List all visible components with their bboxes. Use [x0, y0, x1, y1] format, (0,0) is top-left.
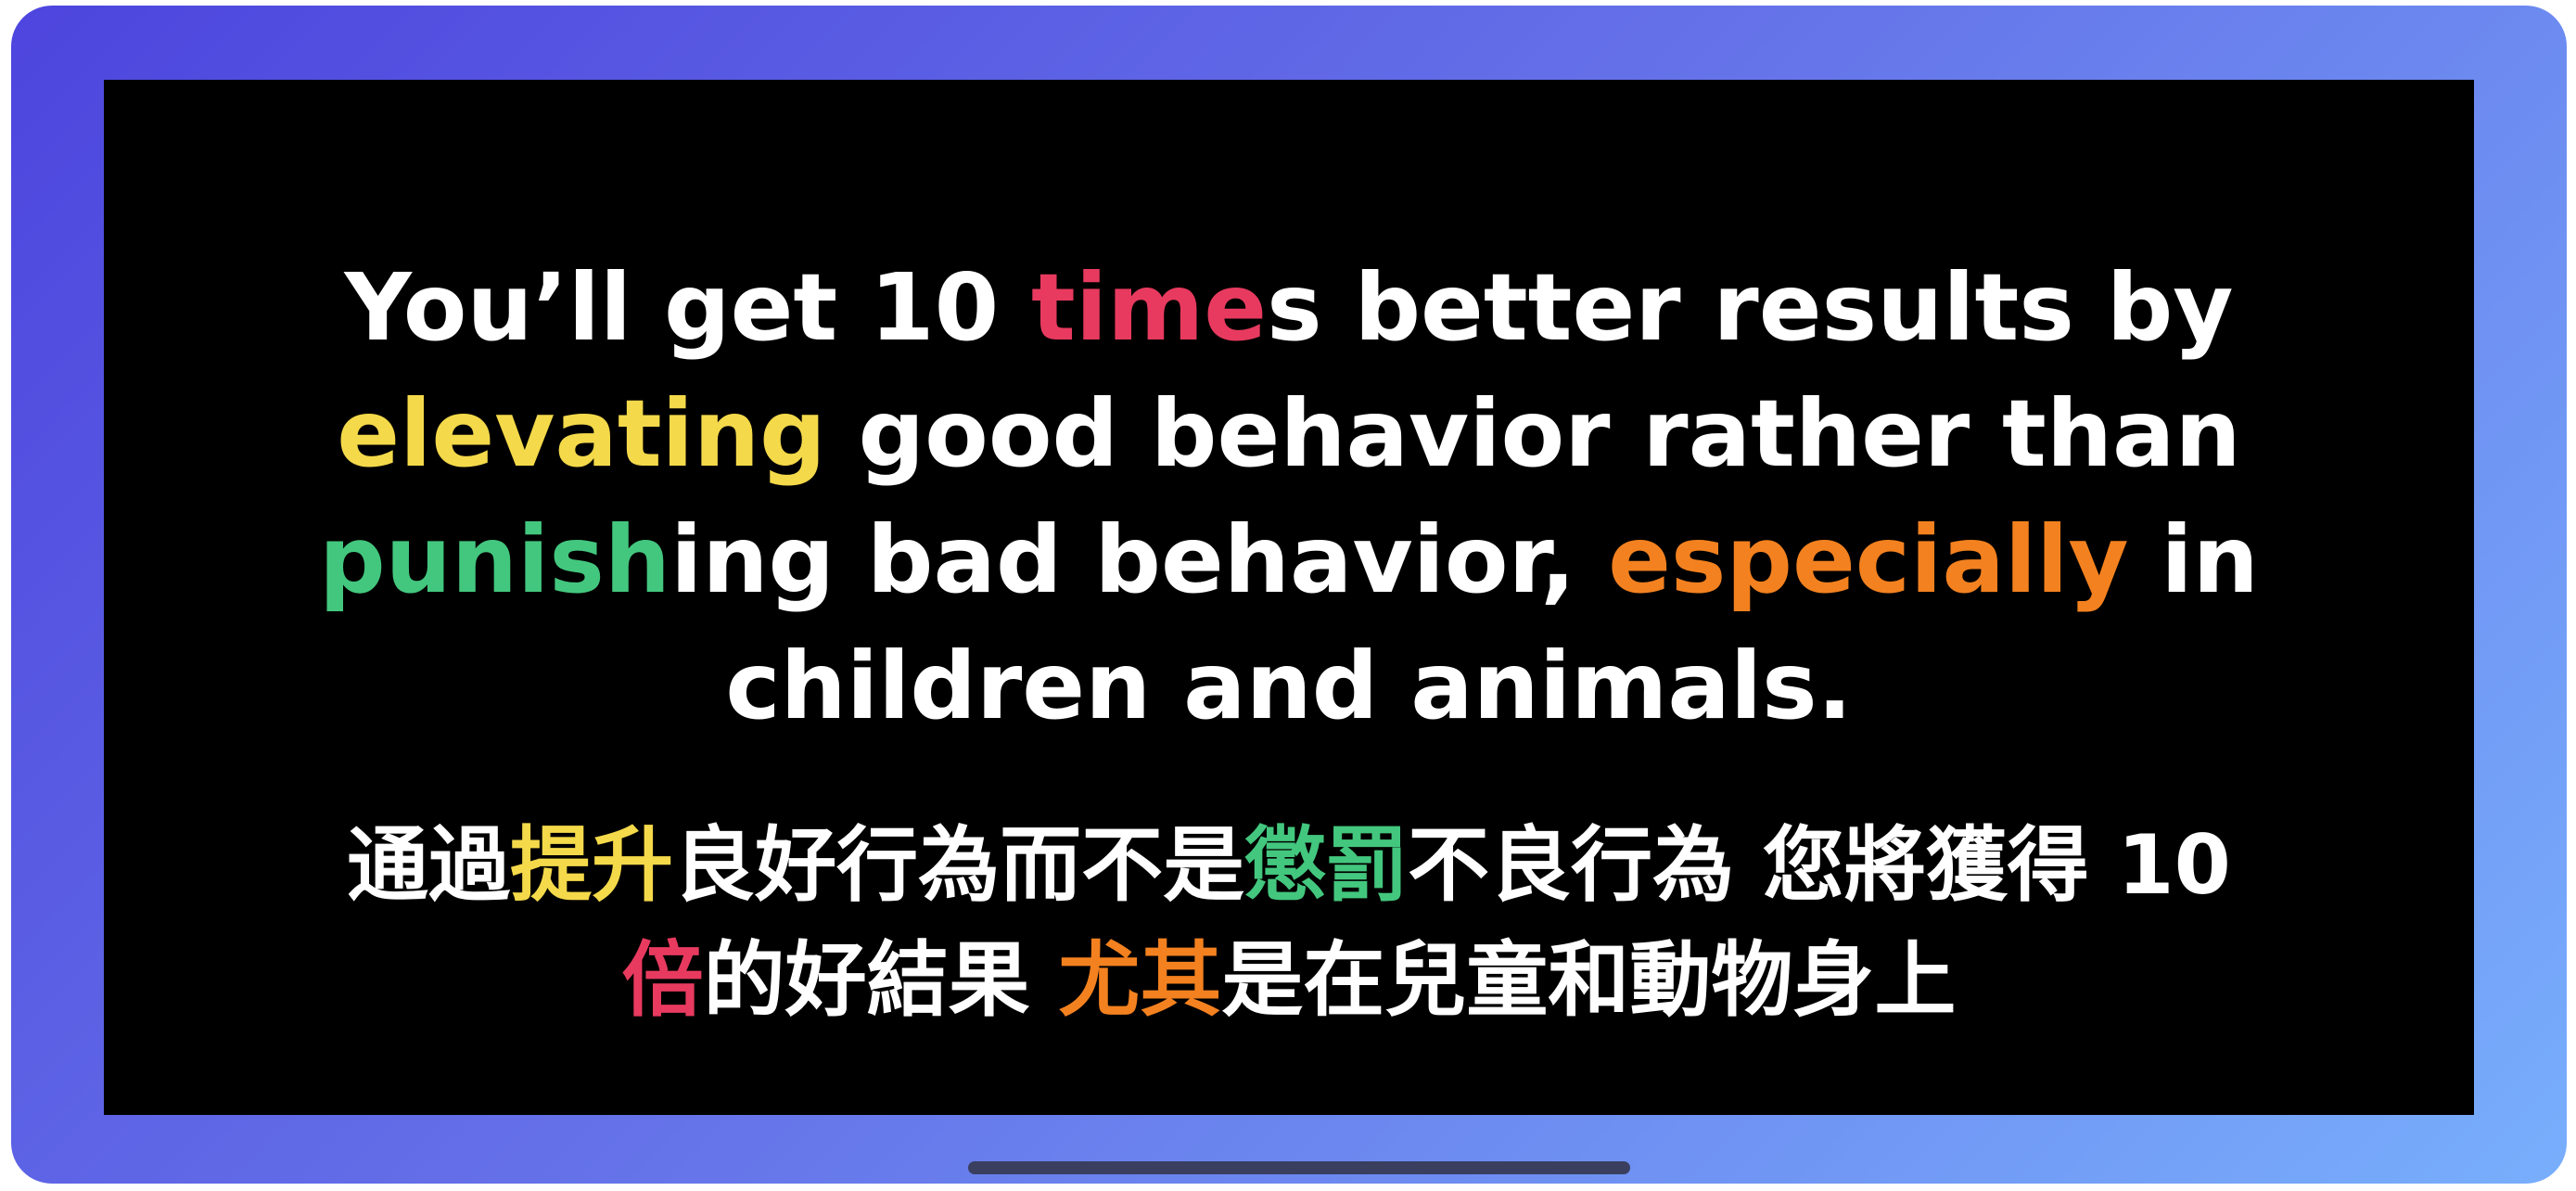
english-line-4-text-a: children and animals.	[725, 632, 1853, 740]
chinese-line-2: 倍的好結果 尤其是在兒童和動物身上	[104, 923, 2474, 1038]
english-line-4: children and animals.	[104, 623, 2474, 749]
english-line-1-text-a: You’ll get 10	[344, 253, 1032, 362]
english-caption: You’ll get 10 times better results by el…	[104, 245, 2474, 749]
english-line-1-text-c: s better results by	[1267, 253, 2234, 362]
chinese-line-2-text-b: 的好結果	[703, 932, 1059, 1028]
device-frame: You’ll get 10 times better results by el…	[11, 6, 2567, 1184]
highlight-punish-zh: 懲罰	[1244, 817, 1409, 913]
english-line-3: punishing bad behavior, especially in	[104, 497, 2474, 623]
chinese-caption: 通過提升良好行為而不是懲罰不良行為 您將獲得 10 倍的好結果 尤其是在兒童和動…	[104, 808, 2474, 1038]
highlight-elevating: elevating	[337, 379, 826, 488]
english-line-2-text-b: good behavior rather than	[825, 379, 2241, 488]
highlight-especially-zh: 尤其	[1058, 932, 1222, 1028]
home-indicator[interactable]	[968, 1161, 1630, 1174]
english-line-3-text-b: ing bad behavior,	[670, 506, 1609, 614]
highlight-elevate-zh: 提升	[510, 817, 674, 913]
english-line-2: elevating good behavior rather than	[104, 371, 2474, 497]
chinese-line-2-text-d: 是在兒童和動物身上	[1221, 932, 1957, 1028]
chinese-line-1-text-c: 良好行為而不是	[673, 817, 1245, 913]
highlight-time: time	[1031, 253, 1268, 362]
highlight-punish: punish	[319, 506, 671, 614]
english-line-1: You’ll get 10 times better results by	[104, 245, 2474, 371]
chinese-line-1: 通過提升良好行為而不是懲罰不良行為 您將獲得 10	[104, 808, 2474, 923]
highlight-times-zh: 倍	[621, 932, 704, 1028]
chinese-line-1-text-a: 通過	[347, 817, 511, 913]
highlight-especially: especially	[1608, 506, 2129, 614]
video-screen: You’ll get 10 times better results by el…	[104, 80, 2474, 1115]
english-line-3-text-d: in	[2128, 506, 2259, 614]
chinese-line-1-text-e: 不良行為 您將獲得 10	[1408, 817, 2231, 913]
